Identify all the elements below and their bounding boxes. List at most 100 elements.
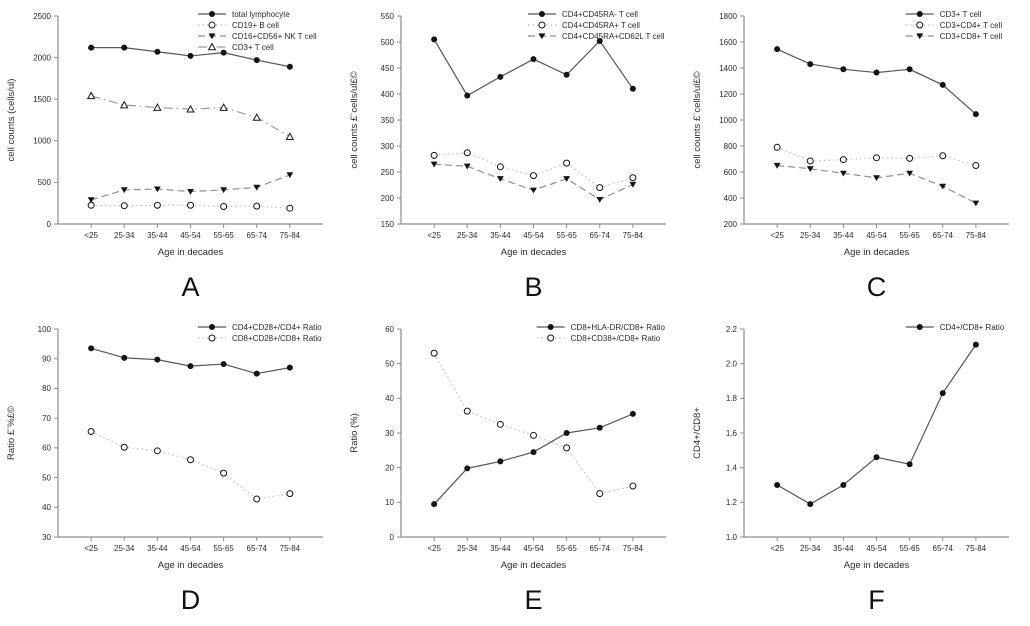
x-tick-label: 35-44: [147, 544, 168, 553]
marker-open-circle: [153, 447, 161, 455]
legend-label: CD3+ T cell: [232, 43, 274, 52]
y-axis-label: cell counts £¨cells/ul£©: [349, 71, 360, 168]
marker-open-triangle-up: [219, 103, 228, 111]
x-tick-label: 75-84: [966, 231, 987, 240]
series-line: [777, 164, 977, 204]
marker-filled-circle: [939, 81, 946, 88]
marker-filled-circle: [563, 71, 570, 78]
marker-open-circle: [906, 154, 914, 162]
marker-filled-circle: [220, 361, 227, 368]
marker-filled-circle: [906, 66, 913, 73]
y-tick-label: 400: [381, 90, 395, 99]
marker-open-circle: [208, 334, 216, 342]
marker-open-circle: [972, 162, 980, 169]
marker-open-circle: [220, 469, 228, 477]
marker-open-circle: [563, 159, 571, 167]
y-tick-label: 1000: [33, 137, 51, 146]
marker-filled-circle: [253, 57, 260, 64]
panel-f-letter: F: [868, 585, 885, 615]
marker-filled-circle: [187, 363, 194, 370]
marker-filled-triangle-down: [538, 33, 546, 40]
x-tick-label: 25-34: [114, 231, 135, 240]
y-tick-label: 1400: [719, 64, 737, 73]
x-tick-label: 75-84: [280, 544, 301, 553]
y-tick-label: 1600: [719, 38, 737, 47]
marker-filled-circle: [873, 454, 880, 461]
x-tick-label: 55-65: [899, 231, 920, 240]
series-line: [90, 347, 290, 375]
marker-filled-circle: [596, 37, 603, 44]
panel-b-chart: 150 200 250 300 350 400 450 500 550 <25 25-34 35-44…: [349, 10, 666, 258]
marker-filled-circle: [187, 52, 194, 59]
x-tick-label: 55-65: [556, 544, 577, 553]
marker-open-triangle-up: [285, 132, 295, 140]
y-tick-label: 40: [42, 503, 51, 512]
series-line: [776, 344, 977, 505]
marker-open-circle: [547, 334, 555, 342]
x-tick-label: 55-65: [556, 231, 577, 240]
marker-open-circle: [208, 21, 216, 29]
x-axis-label: Age in decades: [501, 560, 567, 571]
marker-filled-circle: [464, 92, 471, 99]
x-tick-label: 65-74: [247, 544, 268, 553]
x-tick-label: 75-84: [280, 231, 301, 240]
marker-filled-circle: [906, 461, 913, 468]
x-tick-label: 65-74: [933, 231, 954, 240]
marker-filled-circle: [88, 44, 95, 51]
y-tick-label: 2500: [33, 12, 51, 21]
marker-filled-circle: [431, 36, 438, 43]
x-tick-label: 25-34: [114, 544, 135, 553]
marker-open-circle: [806, 157, 814, 165]
marker-filled-circle: [497, 458, 504, 465]
y-axis-label: cell counts (cells/ul): [6, 79, 17, 162]
marker-filled-circle: [431, 501, 438, 508]
marker-filled-circle: [939, 390, 946, 397]
marker-filled-triangle-down: [629, 181, 637, 188]
marker-filled-triangle-down: [153, 186, 161, 193]
marker-open-triangle-up: [186, 104, 195, 113]
y-tick-label: 20: [385, 463, 394, 472]
marker-open-circle: [253, 495, 261, 503]
y-tick-label: 550: [381, 12, 395, 21]
y-tick-label: 50: [42, 473, 51, 482]
x-axis-label: Age in decades: [158, 560, 224, 571]
legend-label: CD16+CD56+ NK T cell: [232, 32, 317, 41]
series-line: [434, 152, 634, 189]
x-tick-label: 65-74: [590, 231, 611, 240]
x-tick-label: 35-44: [833, 544, 854, 553]
panel-e-letter: E: [524, 585, 543, 615]
marker-filled-circle: [873, 69, 880, 76]
marker-filled-circle: [464, 465, 471, 472]
x-tick-label: 35-44: [833, 231, 854, 240]
marker-open-circle: [530, 431, 537, 439]
marker-filled-triangle-down: [253, 184, 261, 191]
marker-open-triangle-up: [153, 103, 162, 111]
y-tick-label: 60: [385, 325, 394, 334]
marker-filled-triangle-down: [286, 172, 294, 179]
marker-open-circle: [596, 184, 604, 192]
x-tick-label: 35-44: [490, 544, 511, 553]
y-tick-label: 350: [381, 116, 395, 125]
legend-label: total lymphocyte: [232, 10, 290, 19]
y-tick-label: 200: [724, 220, 738, 229]
marker-filled-circle: [530, 449, 537, 456]
x-tick-label: 75-84: [966, 544, 987, 553]
x-tick-label: 25-34: [800, 544, 821, 553]
marker-open-circle: [220, 203, 228, 211]
x-tick-label: <25: [770, 544, 784, 553]
x-tick-label: 45-54: [523, 544, 544, 553]
x-tick-label: 45-54: [180, 231, 201, 240]
marker-filled-triangle-down: [563, 176, 571, 182]
y-tick-label: 300: [381, 142, 395, 151]
marker-open-circle: [87, 201, 95, 209]
marker-open-triangle-up: [252, 113, 261, 121]
marker-filled-triangle-down: [187, 188, 194, 195]
y-tick-label: 2.2: [726, 325, 738, 334]
y-tick-label: 1.4: [726, 463, 738, 472]
y-tick-label: 90: [42, 355, 51, 364]
y-tick-label: 60: [42, 444, 51, 453]
marker-open-circle: [629, 174, 637, 182]
marker-filled-triangle-down: [806, 166, 814, 172]
y-tick-label: 30: [42, 533, 51, 542]
series-line: [434, 163, 634, 201]
